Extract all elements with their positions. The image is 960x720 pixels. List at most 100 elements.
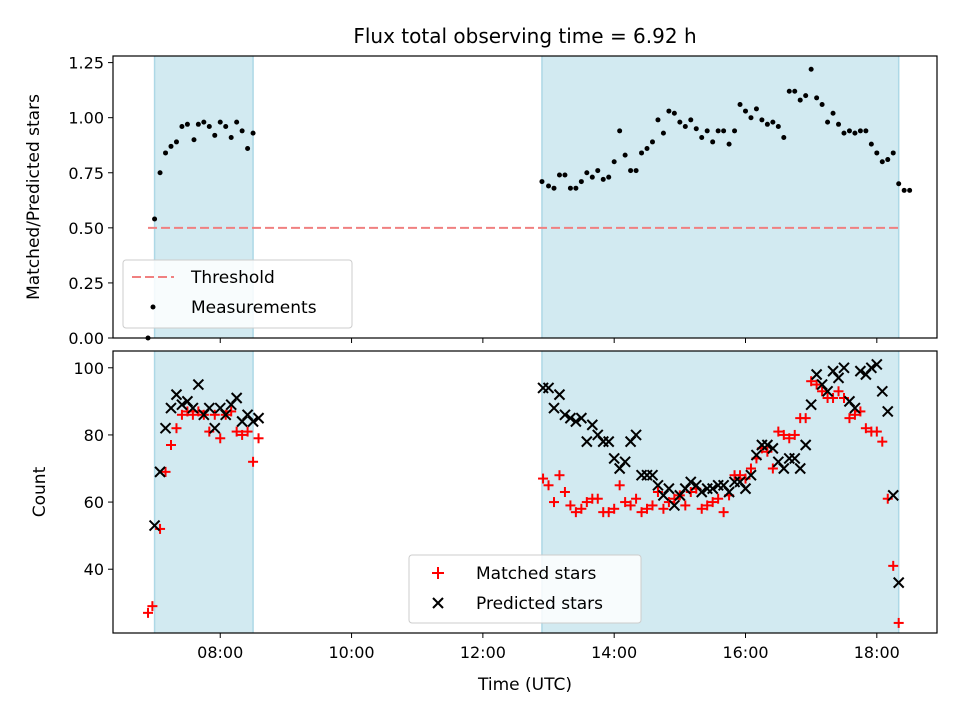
top-panel: 0.00 0.25 0.50 0.75 1.00 1.25 Matched/Predict…: [24, 54, 938, 348]
predicted-star-point: [832, 372, 845, 384]
predicted-star-point: [871, 358, 883, 371]
measurement-point: [633, 168, 639, 174]
predicted-star-point: [696, 486, 708, 498]
legend-threshold-label: Threshold: [190, 268, 275, 288]
predicted-star-point: [230, 392, 243, 404]
measurement-point: [753, 106, 759, 112]
y-tick-label: 60: [84, 493, 104, 512]
measurement-point: [191, 137, 197, 143]
predicted-star-point: [192, 378, 205, 391]
measurement-point: [677, 119, 683, 125]
measurement-point: [721, 128, 727, 134]
measurement-point: [234, 119, 240, 125]
matched-star-point: [625, 500, 636, 511]
legend-predicted-label: Predicted stars: [476, 594, 603, 614]
matched-star-point: [215, 433, 226, 444]
bottom-matched-points: [143, 376, 904, 628]
predicted-star-point: [887, 489, 899, 502]
matched-star-point: [248, 456, 259, 467]
measurement-point: [239, 128, 245, 134]
matched-star-point: [614, 480, 625, 491]
measurement-point: [792, 88, 798, 94]
matched-star-point: [745, 463, 756, 474]
measurement-point: [660, 130, 666, 136]
measurement-point: [775, 124, 781, 129]
measurement-point: [228, 135, 234, 141]
matched-star-point: [187, 409, 198, 420]
predicted-star-point: [187, 402, 199, 414]
measurement-point: [179, 124, 185, 129]
measurement-point: [890, 150, 896, 156]
predicted-star-point: [778, 462, 790, 475]
measurement-point: [212, 132, 218, 138]
measurement-point: [539, 179, 545, 185]
matched-star-point: [893, 617, 904, 628]
predicted-star-point: [706, 482, 719, 495]
measurement-point: [857, 128, 863, 134]
matched-star-point: [559, 487, 570, 497]
matched-star-point: [696, 503, 707, 514]
top-y-axis-label: Matched/Predicted stars: [24, 94, 44, 300]
measurement-point: [223, 124, 229, 129]
measurement-point: [584, 170, 590, 176]
measurement-point: [250, 130, 256, 136]
matched-star-point: [658, 503, 669, 514]
measurement-point: [846, 128, 852, 134]
measurement-point: [173, 139, 179, 145]
measurement-point: [885, 157, 891, 163]
measurement-point: [732, 128, 738, 134]
matched-star-point: [871, 426, 882, 437]
measurement-point: [715, 128, 721, 134]
matched-star-point: [165, 440, 176, 450]
predicted-star-point: [608, 452, 620, 465]
measurement-point: [562, 172, 568, 178]
bottom-y-ticks: 40 60 80 100: [73, 359, 113, 579]
y-tick-label: 1.00: [68, 109, 104, 128]
x-tick-label: 14:00: [591, 643, 637, 662]
measurement-point: [693, 126, 699, 132]
bottom-axes-frame: [112, 350, 938, 634]
matched-star-point: [767, 463, 778, 474]
matched-star-point: [570, 507, 581, 518]
matched-star-point: [592, 493, 603, 504]
predicted-star-point: [892, 576, 905, 589]
measurement-point: [245, 146, 251, 152]
predicted-star-point: [154, 466, 166, 478]
predicted-star-point: [542, 382, 555, 394]
measurement-point: [606, 174, 612, 180]
measurement-point: [157, 170, 163, 176]
predicted-star-point: [761, 439, 774, 451]
matched-star-point: [548, 497, 559, 508]
predicted-star-point: [581, 435, 593, 448]
matched-star-point: [811, 379, 822, 390]
predicted-star-point: [548, 402, 560, 414]
matched-star-point: [647, 500, 658, 511]
predicted-star-point: [203, 402, 216, 414]
matched-star-point: [147, 601, 158, 612]
measurement-point: [863, 128, 869, 134]
top-y-ticks: 0.00 0.25 0.50 0.75 1.00 1.25: [68, 54, 113, 348]
matched-star-point: [565, 500, 576, 511]
measurement-point: [688, 117, 694, 123]
matched-star-point: [231, 426, 242, 437]
predicted-star-point: [652, 479, 664, 491]
matched-star-point: [253, 433, 264, 444]
measurement-point: [163, 150, 169, 156]
top-x-ticks: [219, 338, 878, 343]
y-tick-label: 1.25: [68, 54, 104, 73]
predicted-star-point: [148, 519, 161, 532]
predicted-star-point: [165, 402, 177, 414]
measurement-point: [742, 108, 748, 114]
measurement-point: [655, 117, 661, 123]
measurement-point: [825, 119, 831, 125]
measurement-point: [770, 119, 776, 125]
matched-star-point: [806, 376, 817, 387]
measurement-point: [841, 130, 847, 136]
measurement-point: [786, 88, 792, 94]
measurement-point: [764, 121, 770, 127]
measurement-point: [901, 187, 907, 193]
matched-star-point: [817, 386, 828, 397]
measurement-point: [578, 179, 584, 185]
matched-star-point: [833, 386, 844, 397]
measurement-point: [556, 172, 562, 178]
